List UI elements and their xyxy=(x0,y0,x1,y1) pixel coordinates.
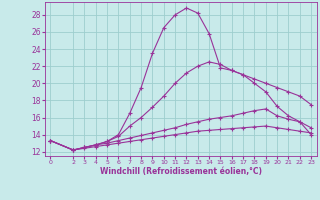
X-axis label: Windchill (Refroidissement éolien,°C): Windchill (Refroidissement éolien,°C) xyxy=(100,167,262,176)
